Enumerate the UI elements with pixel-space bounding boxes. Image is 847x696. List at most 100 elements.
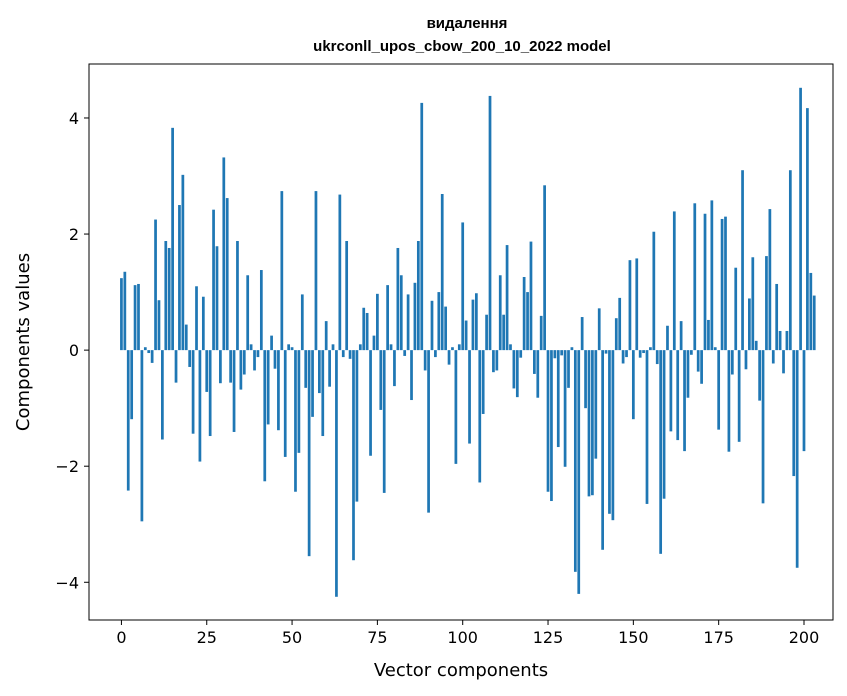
- bar: [382, 350, 386, 493]
- bar: [225, 198, 229, 351]
- bar: [249, 344, 253, 351]
- bar: [406, 294, 410, 351]
- bar: [355, 350, 359, 502]
- bar: [154, 219, 157, 351]
- bar: [509, 344, 512, 351]
- bar: [164, 241, 168, 351]
- bar: [799, 87, 802, 351]
- bar: [338, 194, 342, 351]
- bar: [717, 350, 721, 430]
- bar: [328, 350, 331, 387]
- bar: [212, 209, 215, 351]
- bar: [420, 102, 424, 351]
- bar: [550, 350, 553, 502]
- bar: [635, 258, 639, 351]
- bar: [437, 292, 441, 351]
- bar: [778, 330, 782, 351]
- bar: [611, 350, 615, 521]
- bar: [727, 350, 731, 452]
- bar: [591, 350, 594, 496]
- bar: [649, 347, 652, 351]
- bar: [601, 350, 604, 550]
- bar: [730, 350, 734, 375]
- bar: [481, 350, 485, 414]
- bar: [314, 191, 318, 351]
- bar: [171, 127, 174, 351]
- bar: [123, 271, 127, 351]
- bar: [655, 350, 659, 365]
- bar: [809, 272, 813, 351]
- bar: [618, 297, 622, 351]
- bar: [294, 350, 297, 492]
- x-tick-label: 150: [618, 628, 649, 647]
- bar: [174, 350, 178, 383]
- bar: [713, 347, 717, 351]
- bar: [266, 350, 270, 425]
- bar: [403, 350, 407, 356]
- bar: [215, 246, 219, 351]
- bar: [560, 350, 564, 356]
- bar: [488, 95, 492, 351]
- bar: [236, 241, 239, 351]
- bar: [300, 294, 304, 351]
- y-tick-label: 2: [69, 225, 79, 244]
- bar: [768, 209, 772, 351]
- bar: [126, 350, 130, 491]
- bar: [754, 340, 758, 351]
- bar: [423, 350, 427, 371]
- bar: [287, 344, 291, 351]
- bar: [512, 350, 516, 389]
- y-tick-label: 0: [69, 341, 79, 360]
- bar: [744, 350, 748, 370]
- bar: [143, 347, 147, 351]
- bar: [273, 350, 277, 369]
- bar: [256, 350, 260, 358]
- bar: [440, 194, 444, 351]
- bar: [812, 295, 816, 351]
- bar: [352, 350, 355, 561]
- bar: [208, 350, 212, 437]
- bar: [358, 344, 362, 351]
- bar: [457, 344, 461, 351]
- bar: [321, 350, 325, 437]
- bar: [573, 350, 577, 572]
- bar: [222, 157, 226, 351]
- bar: [468, 350, 471, 444]
- bar: [304, 350, 308, 388]
- bar: [659, 350, 663, 554]
- bar: [625, 350, 628, 358]
- y-tick-label: 4: [69, 109, 79, 128]
- bar: [748, 298, 751, 351]
- x-axis-label: Vector components: [374, 660, 548, 681]
- chart-title-line2: ukrconll_upos_cbow_200_10_2022 model: [313, 38, 611, 55]
- bar: [198, 350, 202, 462]
- x-tick-label: 200: [789, 628, 820, 647]
- bar: [195, 286, 198, 351]
- x-tick-label: 25: [197, 628, 217, 647]
- bar: [662, 350, 666, 499]
- bar: [341, 350, 345, 358]
- bar: [693, 203, 697, 351]
- bar: [157, 300, 161, 351]
- bar: [594, 350, 598, 459]
- bar: [638, 350, 642, 358]
- bar: [372, 335, 376, 351]
- bar: [379, 350, 383, 410]
- bar: [246, 275, 250, 351]
- bar: [710, 200, 714, 351]
- bar: [150, 350, 154, 363]
- bar: [553, 350, 557, 359]
- bar: [563, 350, 567, 467]
- bar: [519, 350, 523, 358]
- bar: [283, 350, 287, 457]
- bar: [669, 350, 673, 432]
- bar: [672, 211, 676, 351]
- chart-title: видалення ukrconll_upos_cbow_200_10_2022…: [313, 15, 611, 55]
- bar: [567, 350, 570, 388]
- bar: [413, 282, 417, 351]
- bar: [188, 350, 192, 367]
- bar: [536, 350, 540, 398]
- bar: [505, 245, 509, 351]
- bar: [447, 350, 451, 365]
- bar: [461, 222, 465, 351]
